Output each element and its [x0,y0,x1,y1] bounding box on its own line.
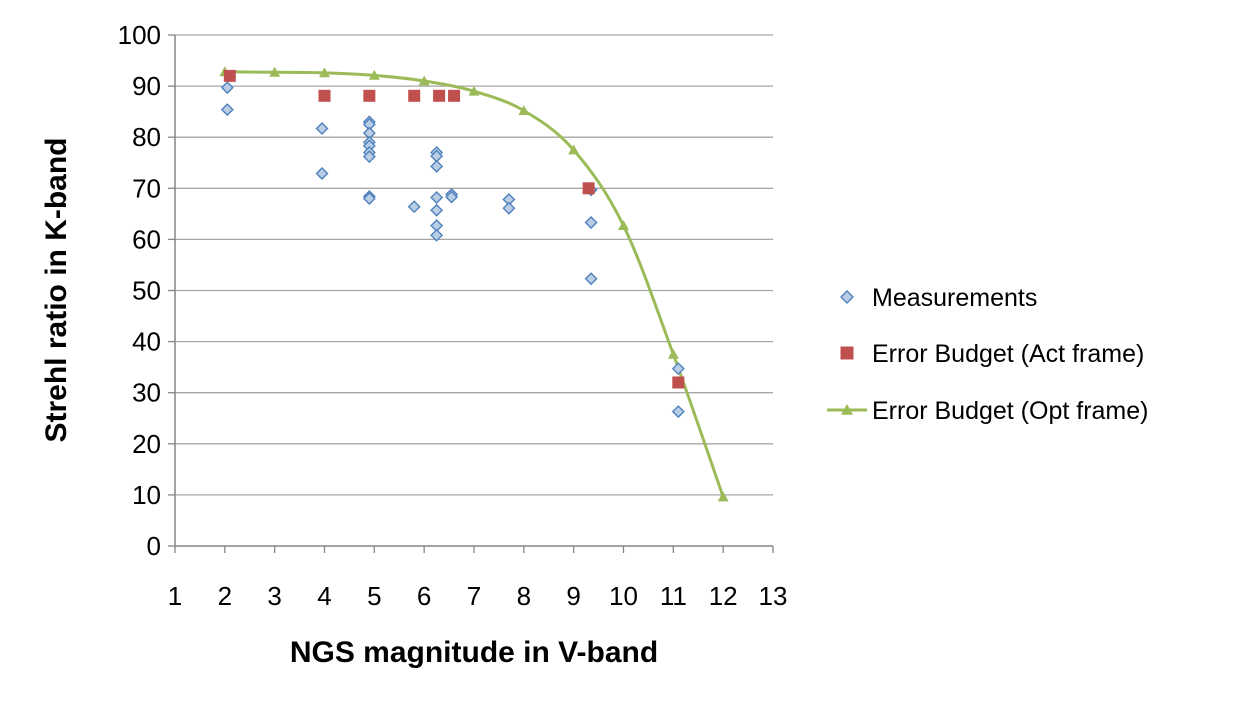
x-tick-label: 3 [267,581,281,611]
measurement-point [362,192,376,206]
legend-marker-measurements [840,290,854,304]
opt-frame-point [618,220,629,231]
legend-marker-act-frame [840,346,854,360]
x-tick-label: 8 [517,581,531,611]
opt-frame-point [518,105,530,116]
y-tick-label: 50 [132,276,161,306]
measurement-point [430,203,444,217]
measurement-point [220,81,234,95]
y-tick-label: 90 [132,71,161,101]
axes [168,34,774,553]
measurement-point [445,190,459,204]
y-tick-label: 70 [132,173,161,203]
x-tick-label: 5 [367,581,381,611]
opt-frame-point [269,66,281,77]
y-tick-label: 40 [132,327,161,357]
x-tick-label: 4 [317,581,331,611]
measurement-point [430,228,444,242]
x-tick-label: 7 [467,581,481,611]
y-tick-label: 20 [132,429,161,459]
opt-frame-point [319,67,330,78]
measurement-point [315,122,329,136]
opt-frame-point [368,69,380,80]
measurement-point [407,200,421,214]
x-tick-label: 12 [709,581,738,611]
y-tick-label: 0 [147,531,161,561]
y-tick-label: 100 [118,20,161,50]
act-frame-point [582,182,595,195]
x-tick-label: 2 [218,581,232,611]
data-series [219,66,729,502]
x-axis-title: NGS magnitude in V-band [290,636,658,669]
measurement-point [315,166,329,180]
legend-label: Measurements [872,284,1037,312]
legend-label: Error Budget (Act frame) [872,340,1144,368]
measurement-point [584,216,598,230]
x-tick-label: 10 [609,581,638,611]
legend: Measurements Error Budget (Act frame) Erro… [827,284,1148,425]
y-tick-label: 80 [132,122,161,152]
measurement-point [430,191,444,204]
y-tick-label: 10 [132,480,161,510]
series-opt-frame [219,66,729,502]
measurement-point [671,362,685,376]
opt-frame-point [468,85,480,96]
measurement-point [584,272,598,286]
act-frame-point [672,376,685,389]
opt-frame-curve [224,70,725,498]
measurement-point [671,405,685,419]
act-frame-point [433,89,446,102]
y-tick-label: 60 [132,224,161,254]
act-frame-point [363,89,376,102]
x-tick-label: 9 [566,581,580,611]
opt-frame-point [568,144,580,155]
measurement-point [502,201,516,215]
act-frame-point [408,89,421,102]
series-measurements [220,81,685,419]
x-tick-label: 13 [759,581,788,611]
x-tick-label: 1 [168,581,182,611]
legend-label: Error Budget (Opt frame) [872,397,1148,425]
opt-frame-point [717,491,729,502]
y-axis-title: Strehl ratio in K-band [40,137,73,442]
legend-marker-opt-frame [841,404,853,415]
measurement-point [220,103,234,117]
opt-frame-point [667,348,679,359]
act-frame-point [448,89,461,102]
x-tick-label: 11 [660,581,687,611]
x-tick-label: 6 [417,581,431,611]
measurement-point [362,150,376,164]
opt-frame-point [418,75,430,86]
grid-lines [175,34,773,496]
act-frame-point [223,69,236,82]
y-tick-label: 30 [132,378,161,408]
series-act-frame [223,69,685,389]
measurement-point [430,159,444,173]
act-frame-point [318,89,331,102]
